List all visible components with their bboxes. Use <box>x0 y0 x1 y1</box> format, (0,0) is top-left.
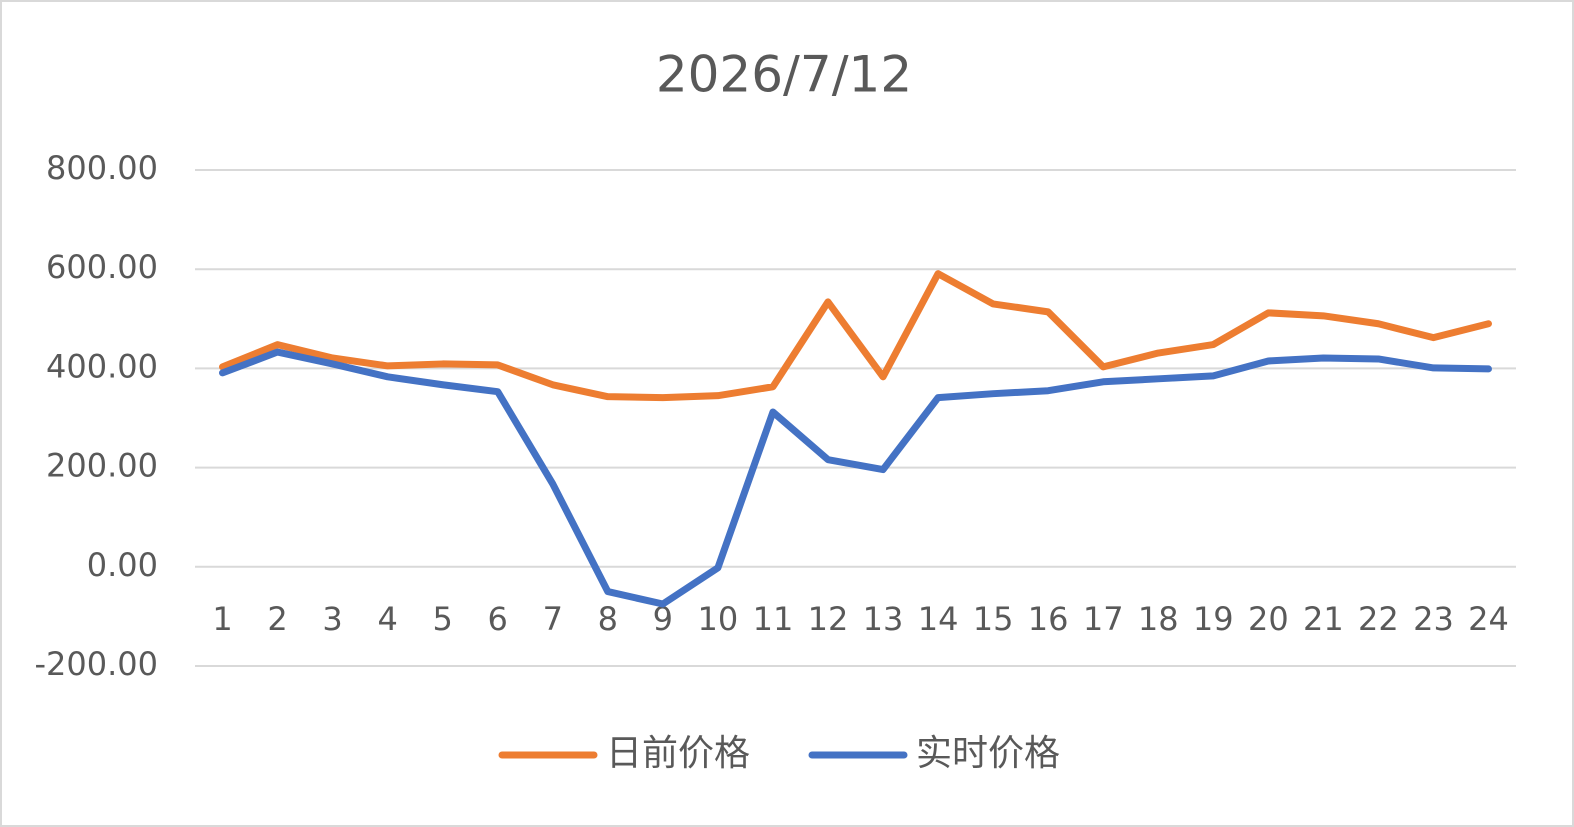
x-tick-label: 22 <box>1358 600 1399 638</box>
series-line <box>219 348 1492 608</box>
y-tick-label: 0.00 <box>87 546 158 584</box>
x-tick-label: 11 <box>753 600 794 638</box>
legend-label: 实时价格 <box>916 733 1060 774</box>
y-tick-label: 400.00 <box>46 347 158 385</box>
x-tick-label: 20 <box>1248 600 1289 638</box>
y-tick-label: 200.00 <box>46 447 158 485</box>
y-tick-label: 800.00 <box>46 149 158 187</box>
x-tick-label: 7 <box>543 600 563 638</box>
x-tick-label: 18 <box>1138 600 1179 638</box>
x-tick-label: 2 <box>267 600 287 638</box>
x-tick-label: 1 <box>212 600 232 638</box>
x-tick-label: 19 <box>1193 600 1234 638</box>
x-tick-label: 8 <box>598 600 618 638</box>
x-tick-label: 13 <box>863 600 904 638</box>
x-tick-label: 3 <box>322 600 342 638</box>
x-tick-label: 10 <box>698 600 739 638</box>
legend-label: 日前价格 <box>606 733 750 774</box>
x-tick-label: 15 <box>973 600 1014 638</box>
x-tick-label: 21 <box>1303 600 1344 638</box>
x-tick-label: 23 <box>1413 600 1454 638</box>
x-tick-label: 4 <box>377 600 397 638</box>
x-tick-label: 9 <box>653 600 673 638</box>
chart-title: 2026/7/12 <box>656 46 912 104</box>
y-tick-label: -200.00 <box>34 645 158 683</box>
y-tick-label: 600.00 <box>46 248 158 286</box>
x-tick-label: 12 <box>808 600 849 638</box>
x-tick-label: 16 <box>1028 600 1069 638</box>
x-tick-label: 17 <box>1083 600 1124 638</box>
series-line <box>219 270 1492 402</box>
x-tick-label: 24 <box>1468 600 1509 638</box>
x-tick-label: 14 <box>918 600 959 638</box>
x-tick-label: 5 <box>433 600 453 638</box>
x-tick-label: 6 <box>488 600 508 638</box>
